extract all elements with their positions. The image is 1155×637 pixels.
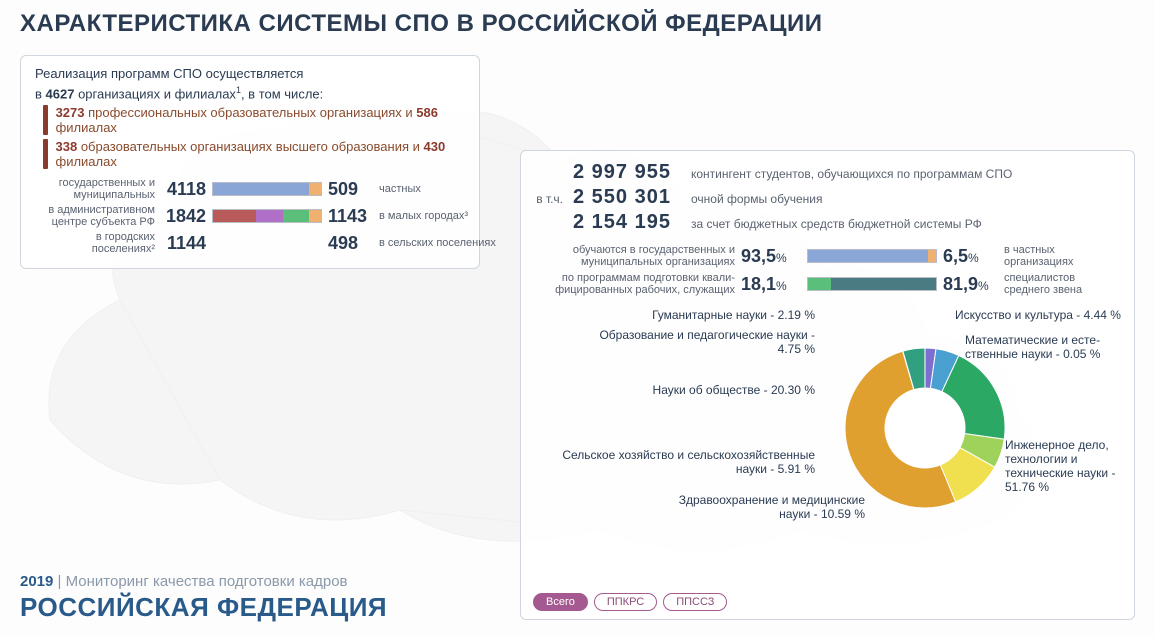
sub2-num-c: 430 (424, 139, 446, 154)
intro-num: 4627 (46, 86, 75, 101)
row1-val-l: 4118 (161, 179, 206, 200)
pie-label: Образование и педаго­гические науки - 4.… (575, 328, 815, 356)
row1-val-r: 509 (328, 179, 373, 200)
pct2-label-l: по программам подготовки квали­фицирован… (535, 272, 735, 296)
footer-region: РОССИЙСКАЯ ФЕДЕРАЦИЯ (20, 592, 387, 623)
bignum-2: 2 550 301 (573, 186, 681, 209)
pie-label: Науки об обществе - 20.30 % (535, 383, 815, 397)
sub2-txt-d: филиалах (56, 154, 117, 169)
pie-label: Сельское хозяйство и сельско­хозяйственн… (535, 448, 815, 476)
pie-label: Математические и есте­ственные науки - 0… (965, 333, 1135, 361)
sub1-txt-d: филиалах (56, 120, 117, 135)
row3-val-l: 1144 (161, 233, 206, 254)
pct1-bar (807, 249, 937, 263)
intro-tail: , в том числе: (241, 86, 323, 101)
pie-label: Гуманитарные науки - 2.19 % (615, 308, 815, 322)
bigpre-2: в т.ч. (535, 192, 563, 206)
org-type-bars: государственных и муниципальных 4118 509… (35, 177, 465, 255)
sub1-num-a: 3273 (56, 105, 85, 120)
pie-label: Инженерное дело, технологии и технически… (1005, 438, 1145, 494)
footer-subtitle: Мониторинг качества подготовки кадров (66, 573, 348, 590)
pct1-label-l: обучаются в государственных и муниципаль… (535, 244, 735, 268)
bigdesc-2: очной формы обучения (691, 192, 822, 206)
pct2-val-l: 18,1% (741, 274, 801, 295)
row1-label-l: государственных и муниципальных (35, 177, 155, 201)
donut-chart (835, 338, 1015, 518)
sub1-txt-b: профессиональных образовательных организ… (85, 105, 417, 120)
footer-year: 2019 (20, 573, 53, 590)
filter-ppssz[interactable]: ППССЗ (663, 593, 727, 611)
sub-item-2: 338 образовательных организациях высшего… (43, 139, 465, 169)
row3-label-r: в сельских поселениях (379, 237, 499, 249)
bigdesc-1: контингент студентов, обучающихся по про… (691, 167, 1012, 181)
programs-card: Реализация программ СПО осуществляется в… (20, 55, 480, 269)
page-title: ХАРАКТЕРИСТИКА СИСТЕМЫ СПО В РОССИЙСКОЙ … (20, 10, 823, 38)
bignum-1: 2 997 955 (573, 161, 681, 184)
pie-area: Гуманитарные науки - 2.19 % Образование и… (535, 308, 1120, 558)
row2-val-r: 1143 (328, 206, 373, 227)
row2-bar (212, 209, 322, 223)
pie-label: Здравоохранение и ме­дицинские науки - 1… (665, 493, 865, 521)
row1-bar (212, 182, 322, 196)
sub2-txt-b: образовательных организациях высшего обр… (77, 139, 423, 154)
row3-val-r: 498 (328, 233, 373, 254)
pct1-val-r: 6,5% (943, 246, 998, 267)
bigdesc-3: за счет бюджетных средств бюджетной сист… (691, 217, 982, 231)
row3-label-l: в городских поселениях² (35, 231, 155, 255)
intro-line-2: в 4627 организациях и филиалах1, в том ч… (35, 85, 465, 101)
sub-item-1: 3273 профессиональных образовательных ор… (43, 105, 465, 135)
pct2-val-r: 81,9% (943, 274, 998, 295)
filter-ppkrs[interactable]: ППКРС (594, 593, 657, 611)
row2-label-l: в административном центре субъекта РФ (35, 204, 155, 228)
intro-pre: в (35, 86, 46, 101)
big-numbers: 2 997 955 контингент студентов, обучающих… (535, 161, 1120, 234)
pct2-label-r: специалистов среднего звена (1004, 272, 1124, 296)
students-card: 2 997 955 контингент студентов, обучающих… (520, 150, 1135, 620)
row2-val-l: 1842 (161, 206, 206, 227)
pie-label: Искусство и культура - 4.44 % (955, 308, 1145, 322)
footer-title: 2019 | Мониторинг качества подготовки ка… (20, 573, 387, 623)
intro-line-1: Реализация программ СПО осуществляется (35, 66, 465, 81)
intro-post: организациях и филиалах (74, 86, 235, 101)
bignum-3: 2 154 195 (573, 211, 681, 234)
pct1-label-r: в частных организациях (1004, 244, 1124, 268)
row2-label-r: в малых городах³ (379, 210, 499, 222)
row1-label-r: частных (379, 183, 499, 195)
filter-all[interactable]: Всего (533, 593, 588, 611)
pct1-val-l: 93,5% (741, 246, 801, 267)
filter-buttons: Всего ППКРС ППССЗ (533, 593, 727, 611)
pct-bars: обучаются в государственных и муниципаль… (535, 244, 1120, 296)
sub2-num-a: 338 (56, 139, 78, 154)
pct2-bar (807, 277, 937, 291)
sub1-num-c: 586 (416, 105, 438, 120)
